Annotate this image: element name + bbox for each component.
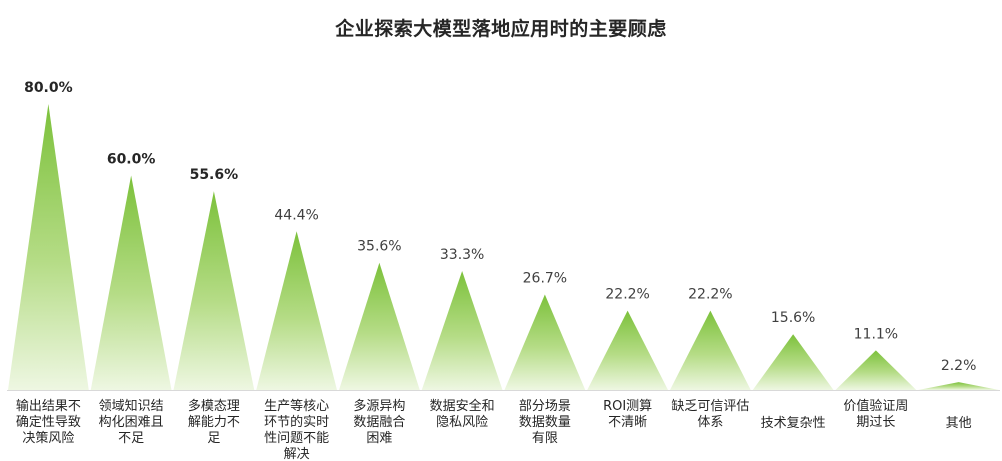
bar-9 bbox=[670, 310, 751, 390]
value-label-4: 44.4% bbox=[274, 207, 318, 223]
category-label-6: 数据安全和隐私风险 bbox=[430, 398, 495, 430]
category-label-11: 价值验证周期过长 bbox=[843, 398, 908, 430]
category-label-9: 缺乏可信评估体系 bbox=[671, 399, 749, 430]
value-label-8: 22.2% bbox=[605, 287, 649, 303]
bar-10 bbox=[752, 334, 834, 390]
value-label-11: 11.1% bbox=[854, 326, 898, 342]
bar-12 bbox=[918, 382, 999, 390]
category-label-7: 部分场景数据数量有限 bbox=[519, 399, 571, 446]
value-label-3: 55.6% bbox=[190, 167, 239, 183]
bar-6 bbox=[421, 270, 503, 390]
value-label-6: 33.3% bbox=[440, 247, 484, 263]
value-label-7: 26.7% bbox=[523, 271, 567, 287]
category-label-4: 生产等核心环节的实时性问题不能解决 bbox=[264, 398, 329, 461]
category-label-2: 领域知识结构化困难且不足 bbox=[99, 398, 164, 446]
value-label-9: 22.2% bbox=[688, 287, 732, 303]
value-label-2: 60.0% bbox=[107, 152, 156, 168]
value-label-12: 2.2% bbox=[941, 358, 977, 374]
bar-8 bbox=[587, 310, 668, 390]
value-labels-layer: 80.0% 60.0% 55.6% 44.4% 35.6% 33.3% 26.7% 22.2%… bbox=[24, 80, 976, 374]
category-labels-layer: 输出结果不确定性导致决策风险领域知识结构化困难且不足多模态理解能力不足生产等核心… bbox=[16, 398, 972, 461]
category-label-12: 其他 bbox=[946, 416, 972, 431]
bar-7 bbox=[504, 294, 586, 390]
bars-layer bbox=[7, 104, 1000, 391]
category-label-3: 多模态理解能力不足 bbox=[188, 398, 240, 446]
chart-title: 企业探索大模型落地应用时的主要顾虑 bbox=[335, 18, 667, 40]
category-label-8: ROI测算不清晰 bbox=[603, 399, 652, 430]
bar-4 bbox=[256, 231, 337, 390]
bar-11 bbox=[835, 350, 917, 390]
bar-5 bbox=[339, 262, 420, 390]
value-label-1: 80.0% bbox=[24, 80, 73, 96]
bar-2 bbox=[90, 175, 172, 390]
category-label-1: 输出结果不确定性导致决策风险 bbox=[16, 398, 81, 446]
bar-1 bbox=[8, 104, 89, 390]
category-label-5: 多源异构数据融合困难 bbox=[353, 398, 405, 446]
category-label-10: 技术复杂性 bbox=[761, 416, 826, 431]
value-label-5: 35.6% bbox=[357, 239, 401, 255]
bar-3 bbox=[173, 191, 255, 390]
value-label-10: 15.6% bbox=[771, 310, 815, 326]
